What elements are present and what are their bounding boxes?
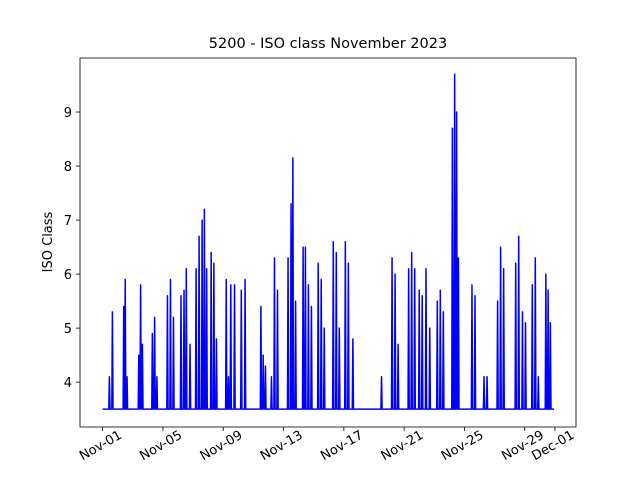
y-tick-label: 5 [64,322,72,337]
y-tick-label: 4 [64,376,72,391]
y-tick-label: 8 [64,160,72,175]
plot-frame [79,57,577,428]
y-tick-label: 7 [64,214,72,229]
y-tick-label: 6 [64,268,72,283]
chart-title: 5200 - ISO class November 2023 [209,36,447,52]
y-axis-label: ISO Class [41,211,56,272]
y-tick-label: 9 [64,106,72,121]
data-line [102,73,555,410]
